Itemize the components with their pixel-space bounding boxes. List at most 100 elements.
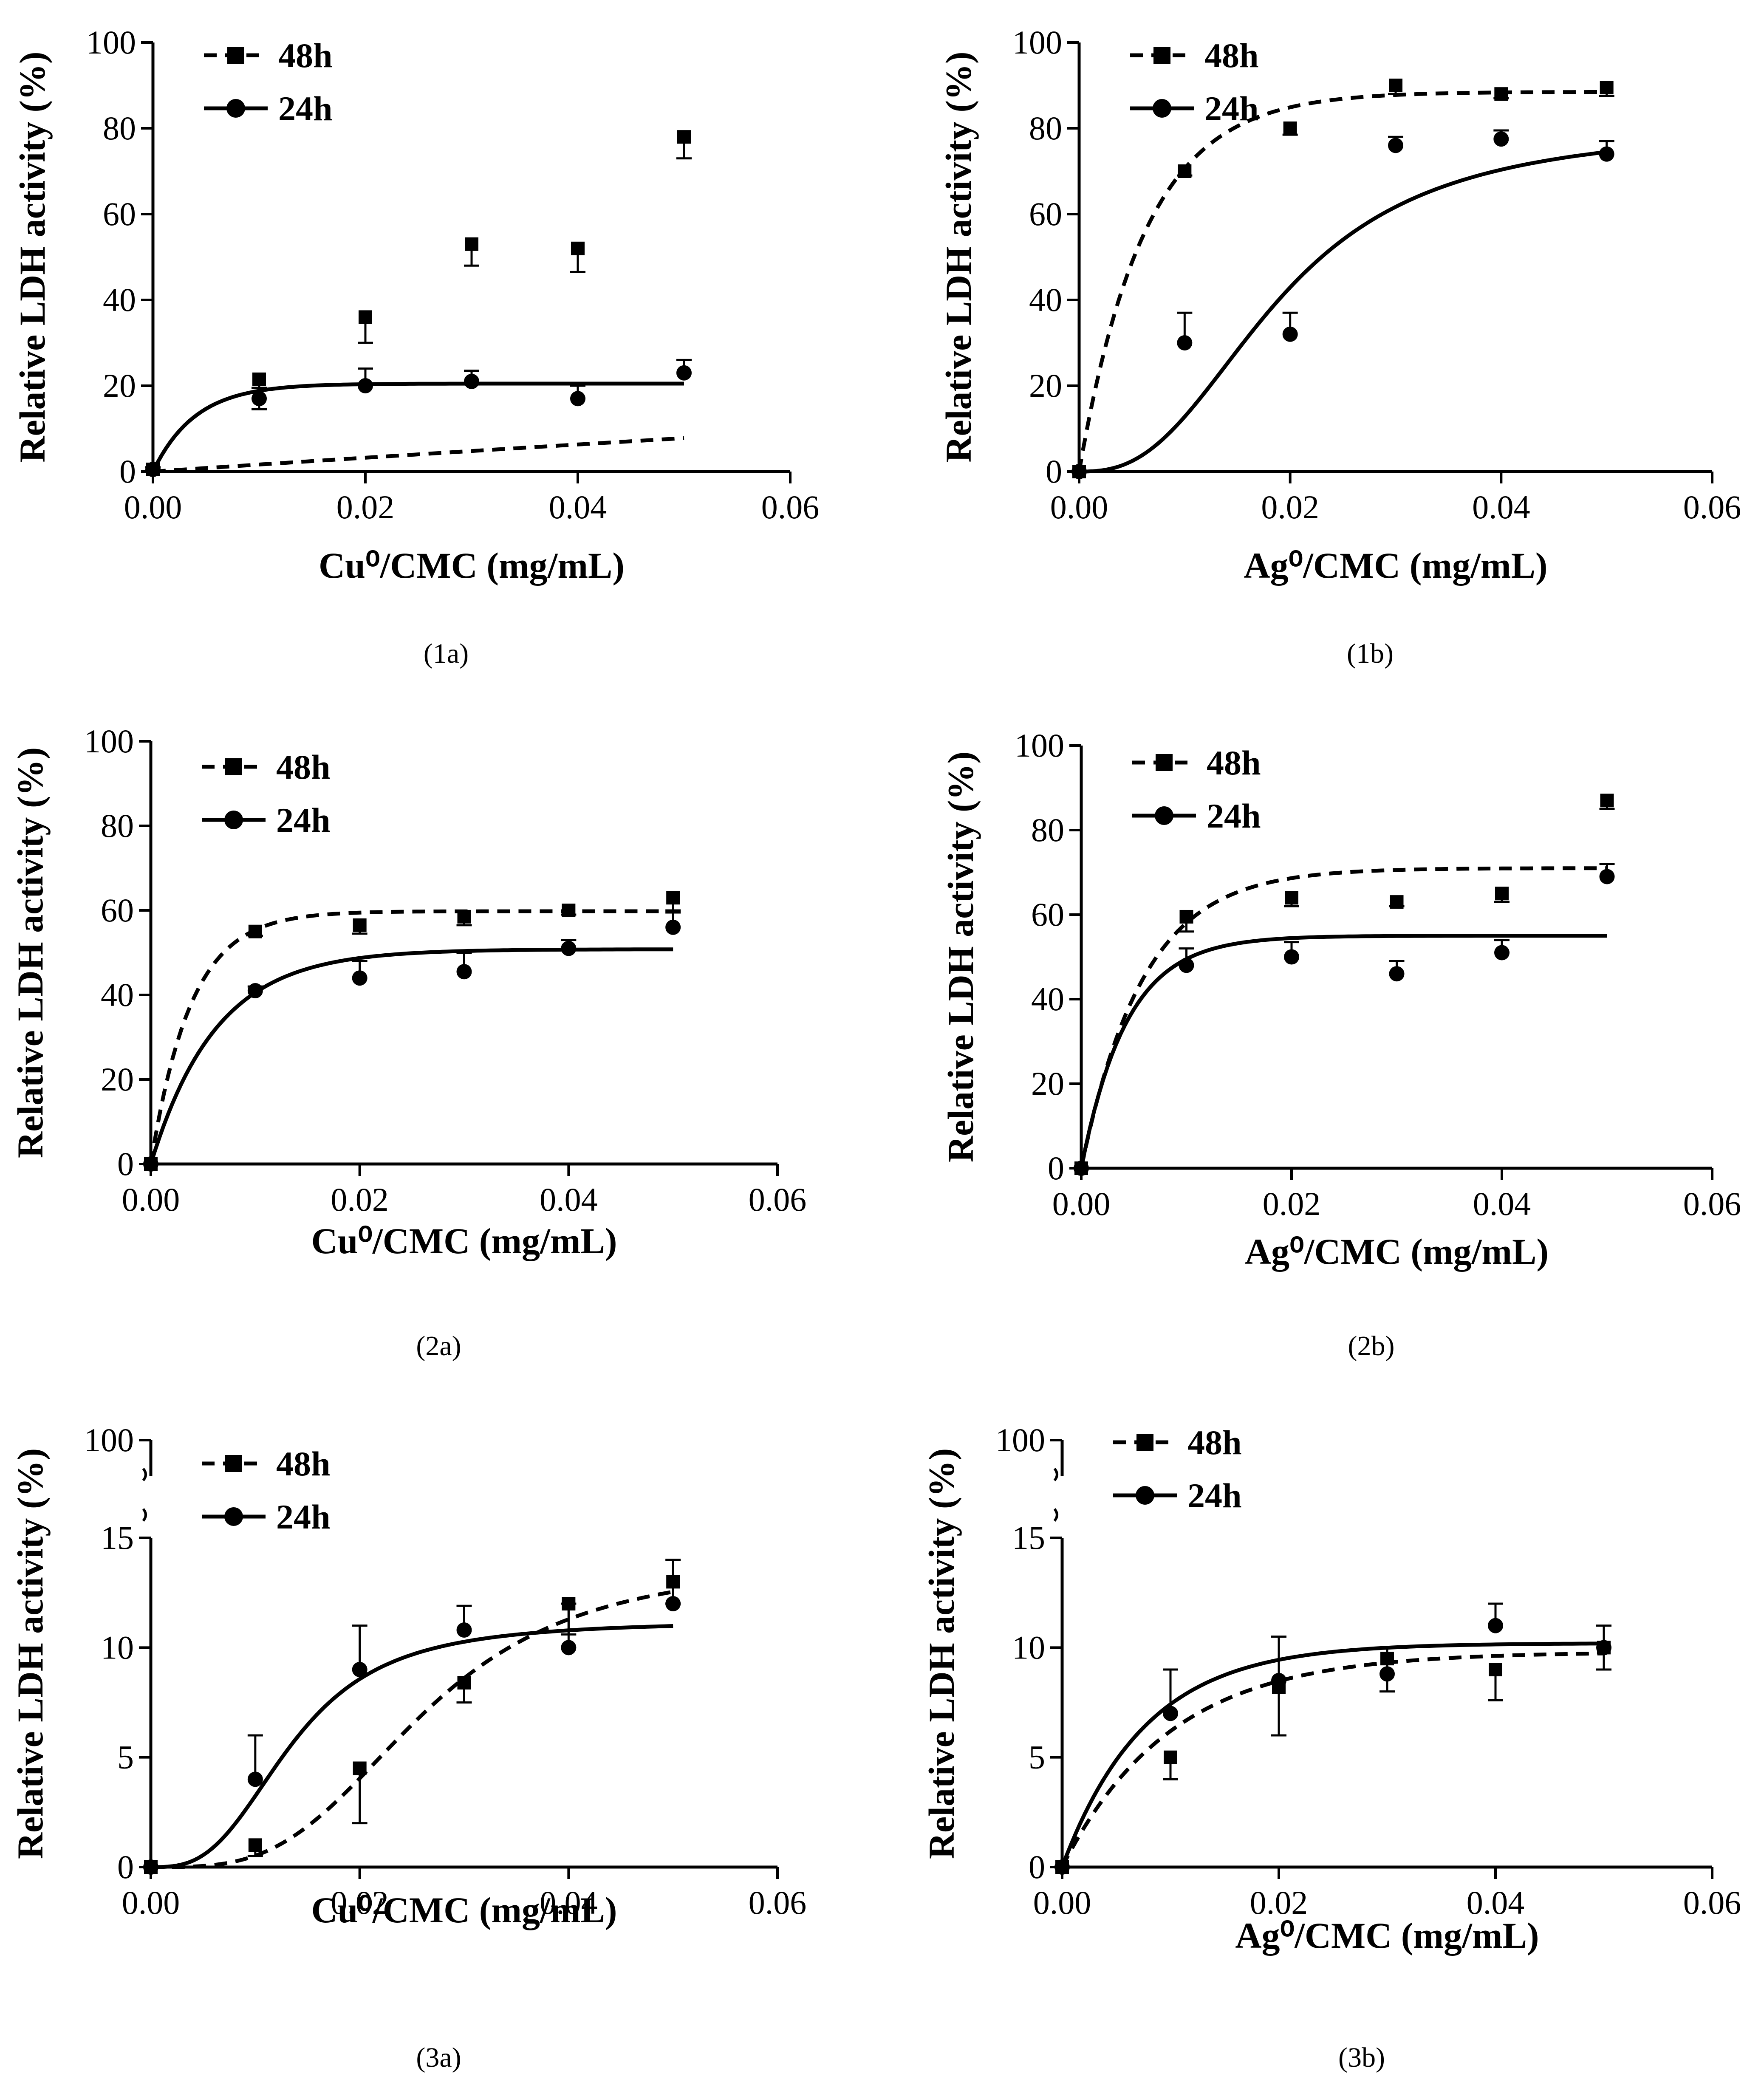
data-point-square	[1495, 887, 1509, 901]
fit-curve-48h	[153, 436, 684, 474]
y-axis-title: Relative LDH activity (%)	[940, 752, 981, 1162]
x-axis-title: Ag⁰/CMC (mg/mL)	[1235, 1915, 1539, 1956]
y-tick-label: 20	[1029, 367, 1062, 404]
y-tick-label: 20	[103, 367, 136, 404]
data-point-square	[353, 1761, 367, 1775]
y-axis-title: Relative LDH activity (%)	[10, 1448, 51, 1859]
data-point-circle	[358, 378, 373, 393]
data-point-circle	[145, 461, 161, 477]
data-point-circle	[1493, 131, 1509, 147]
panel-label: (1a)	[424, 638, 469, 669]
legend-label-48h: 48h	[1204, 36, 1259, 75]
y-tick-label: 100	[1012, 24, 1062, 61]
x-tick-label: 0.06	[1683, 489, 1741, 525]
x-tick-label: 0.02	[331, 1884, 389, 1921]
data-point-square	[457, 1676, 471, 1689]
x-axis-title: Cu⁰/CMC (mg/mL)	[311, 1220, 617, 1261]
legend-label-24h: 24h	[276, 801, 331, 839]
y-tick-label: 60	[1031, 896, 1064, 933]
x-tick-label: 0.00	[122, 1181, 180, 1218]
x-tick-label: 0.06	[749, 1181, 807, 1218]
series-48h: 48h	[1074, 743, 1615, 1175]
y-tick-label: 100	[86, 24, 136, 61]
x-tick-label: 0.04	[1467, 1884, 1525, 1921]
x-tick-label: 0.00	[124, 489, 182, 525]
data-point-square	[562, 904, 576, 917]
legend-marker-square	[225, 758, 242, 775]
y-axis-title: Relative LDH activity (%)	[12, 51, 53, 462]
y-tick-label: 80	[1029, 110, 1062, 147]
y-tick-label: 40	[1031, 980, 1064, 1017]
data-point-square	[359, 310, 372, 324]
data-point-square	[571, 241, 585, 255]
data-point-circle	[1074, 1161, 1089, 1176]
data-point-circle	[247, 1771, 263, 1787]
series-48h: 48h	[1072, 36, 1614, 478]
legend-marker-circle	[1155, 806, 1173, 825]
x-tick-label: 0.00	[1050, 489, 1108, 525]
legend-label-48h: 48h	[276, 748, 331, 786]
data-point-circle	[352, 970, 368, 986]
data-point-square	[1600, 81, 1614, 95]
panel-label: (3b)	[1338, 2042, 1385, 2073]
y-axis-title: Relative LDH activity (%)	[10, 747, 51, 1158]
series-24h: 24h	[1054, 1476, 1611, 1875]
data-point-circle	[143, 1156, 158, 1172]
data-point-circle	[1599, 146, 1614, 162]
chart-panel-2b: 0.00 0.02 0.04 0.06 0 20 40 60 80 100 Ag⁰/CMC (mg/…	[940, 727, 1741, 1362]
data-point-circle	[456, 964, 472, 980]
series-24h: 24h	[1071, 89, 1614, 479]
data-point-circle	[1177, 335, 1193, 350]
x-axis-title: Cu⁰/CMC (mg/mL)	[311, 1890, 617, 1930]
data-point-square	[248, 924, 262, 938]
y-tick-label: 60	[101, 892, 134, 929]
fit-curve-48h	[149, 909, 673, 1164]
y-tick-label: 100	[84, 723, 134, 760]
fit-curve-24h	[149, 947, 673, 1165]
fit-curve-24h	[151, 381, 684, 473]
data-point-circle	[1271, 1673, 1286, 1688]
y-tick-label: 60	[1029, 195, 1062, 232]
y-tick-label: 15	[1012, 1519, 1045, 1556]
legend-marker-circle	[1153, 99, 1171, 118]
y-tick-label: 20	[1031, 1065, 1064, 1102]
x-tick-label: 0.02	[331, 1181, 389, 1218]
series-24h: 24h	[143, 801, 681, 1172]
legend-marker-circle	[1136, 1486, 1154, 1505]
y-tick-label: 80	[1031, 811, 1064, 848]
data-point-square	[252, 372, 266, 386]
data-point-circle	[1071, 464, 1087, 479]
y-tick-label: 0	[1046, 453, 1062, 490]
y-tick-label: 15	[101, 1519, 134, 1556]
fit-curve-48h	[1077, 90, 1607, 472]
y-tick-label: 80	[103, 110, 136, 147]
fit-curve-24h	[1079, 934, 1607, 1169]
data-point-square	[1389, 79, 1402, 92]
data-point-square	[465, 237, 478, 251]
chart-panel-1b: 0.00 0.02 0.04 0.06 0 20 40 60 80 100 Ag⁰/CMC (mg/…	[938, 24, 1741, 669]
legend-marker-square	[1153, 47, 1170, 64]
y-tick-label: 0	[1029, 1848, 1045, 1885]
data-point-square	[457, 910, 471, 924]
x-tick-label: 0.02	[1263, 1185, 1321, 1222]
x-tick-label: 0.00	[1052, 1185, 1111, 1222]
y-tick-label: 40	[103, 281, 136, 318]
data-point-circle	[1389, 966, 1405, 982]
x-tick-label: 0.06	[1683, 1185, 1741, 1222]
data-point-circle	[676, 365, 692, 381]
series-48h: 48h	[144, 1444, 681, 1874]
y-tick-label: 40	[101, 976, 134, 1013]
data-point-square	[1164, 1750, 1177, 1764]
legend-marker-square	[225, 1455, 242, 1472]
legend-marker-square	[1136, 1434, 1153, 1451]
y-tick-label: 60	[103, 195, 136, 232]
data-point-circle	[252, 391, 267, 407]
fit-curve-48h	[1079, 866, 1607, 1169]
x-tick-label: 0.00	[122, 1884, 180, 1921]
y-tick-label: 100	[995, 1421, 1045, 1458]
chart-panel-2a: 0.00 0.02 0.04 0.06 0 20 40 60 80 100 Cu⁰/CMC (mg/…	[10, 723, 806, 1362]
data-point-circle	[1596, 1640, 1611, 1656]
data-point-circle	[247, 983, 263, 999]
chart-panel-3b: 100 0.00 0.02 0.04 0.06 0 5 10 15 Ag⁰/CMC (mg/mL)…	[921, 1421, 1741, 2073]
y-tick-label: 40	[1029, 281, 1062, 318]
